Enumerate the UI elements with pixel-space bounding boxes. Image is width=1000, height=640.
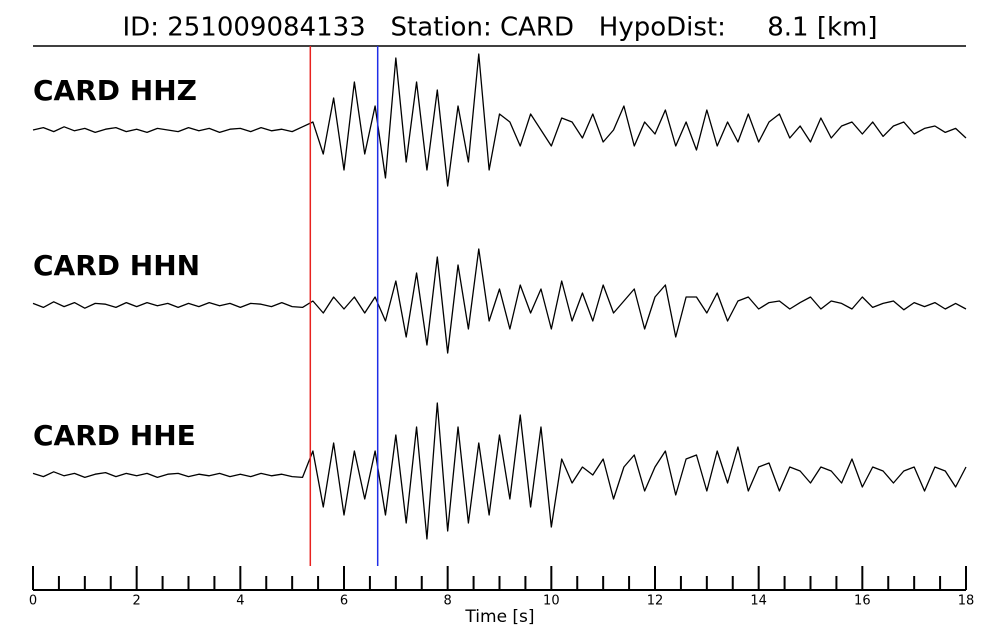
trace: [32, 402, 967, 540]
x-tick-label: 18: [958, 594, 975, 609]
x-tick-label: 14: [750, 594, 767, 609]
trace: [32, 248, 967, 354]
x-tick-label: 4: [236, 594, 244, 609]
x-tick-label: 16: [854, 594, 871, 609]
x-tick-label: 0: [29, 594, 37, 609]
trace: [32, 53, 967, 187]
x-tick-label: 8: [444, 594, 452, 609]
trace-label: CARD HHZ: [33, 74, 197, 107]
trace-label: CARD HHE: [33, 419, 196, 452]
x-tick-label: 2: [133, 594, 141, 609]
x-tick-label: 12: [647, 594, 664, 609]
trace-label: CARD HHN: [33, 249, 200, 282]
x-tick-label: 6: [340, 594, 348, 609]
x-axis-label: Time [s]: [464, 607, 534, 627]
chart-title: ID: 251009084133 Station: CARD HypoDist:…: [123, 13, 878, 43]
x-tick-label: 10: [543, 594, 560, 609]
